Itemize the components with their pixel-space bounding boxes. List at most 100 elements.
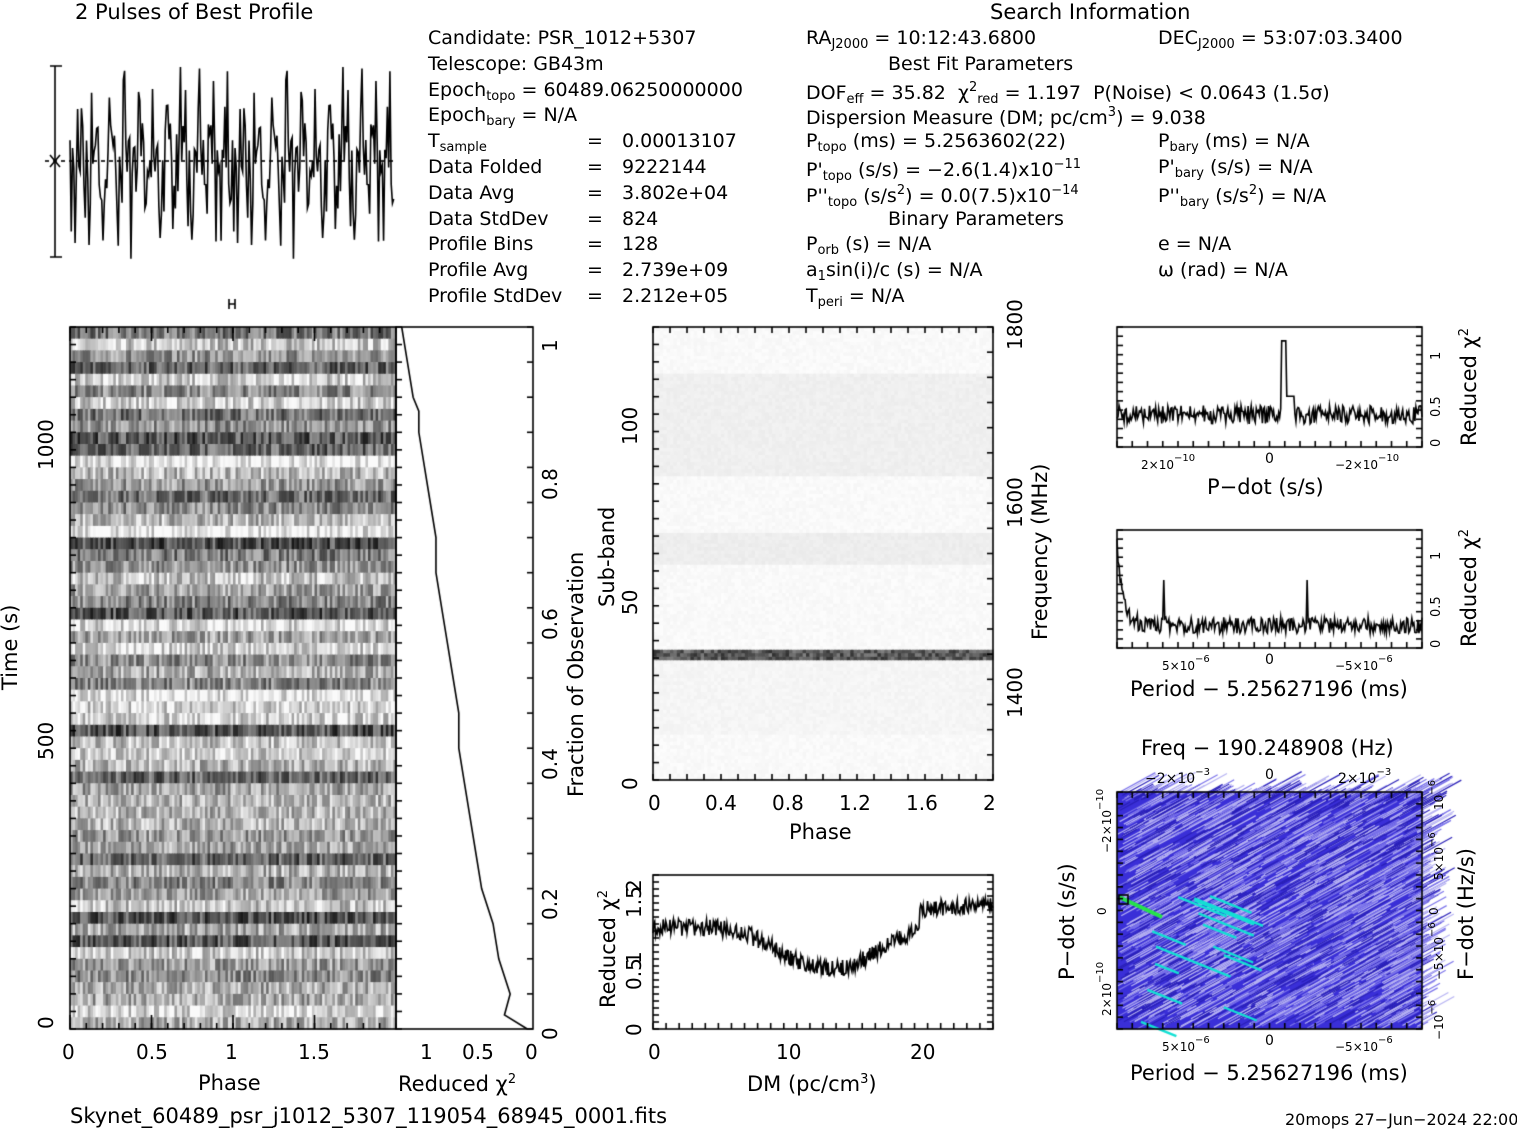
dof-line: DOFeff = 35.82 χ2red = 1.197 P(Noise) < … [806,80,1330,107]
period-axis-label: Period − 5.25627196 (ms) [1130,677,1408,701]
pdot-axis-label: P−dot (s/s) [1207,475,1324,499]
tick-label: 20 [910,1040,936,1064]
phase-mid-label: Phase [789,820,852,844]
profile-avg-value: 2.739e+09 [622,259,729,281]
profile-title: 2 Pulses of Best Profile [75,0,314,24]
tick-label: 1 [538,339,562,352]
epoch-bary-line: Epochbary = N/A [428,104,578,129]
ptopo-line: Ptopo (ms) = 5.2563602(22) [806,130,1066,155]
data-std-eq: = [587,208,603,230]
tick-label: −10−6 [1427,999,1446,1040]
tick-label: 0.4 [538,748,562,780]
reduced-chi-label: Reduced χ2 [398,1072,517,1096]
ra-line: RAJ2000 = 10:12:43.6800 [806,27,1037,52]
tick-label: 5×10−6 [1162,1035,1210,1054]
tick-label: 0.4 [705,791,737,815]
pdot-left-label: P−dot (s/s) [1055,863,1079,980]
tick-label: 0.8 [772,791,804,815]
tick-label: 0.5 [1429,596,1444,617]
pddot-bary-line: P''bary (s/s2) = N/A [1158,183,1327,210]
tick-label: 50 [618,589,642,615]
epoch-topo-line: Epochtopo = 60489.06250000000 [428,79,743,104]
a1-line: a1sin(i)/c (s) = N/A [806,259,983,284]
pbary-line: Pbary (ms) = N/A [1158,130,1310,155]
tick-label: 1600 [1003,477,1027,528]
tperi-line: Tperi = N/A [806,285,905,310]
telescope-line: Telescope: GB43m [428,53,604,75]
data-avg-label: Data Avg [428,182,515,204]
period-chi-label: Reduced χ2 [1457,528,1481,647]
tick-label: 1800 [1003,299,1027,350]
tick-label: −2×10−10 [1095,788,1114,853]
tick-label: 0 [1429,438,1444,447]
fraction-observation-label: Fraction of Observation [564,551,588,797]
footer-stamp: 20mops 27−Jun−2024 22:00 [1285,1110,1517,1129]
profile-std-label: Profile StdDev [428,285,563,307]
profile-avg-eq: = [587,259,603,281]
data-std-value: 824 [622,208,659,230]
tick-label: 1000 [34,419,58,470]
tick-label: 0 [622,1023,646,1036]
tick-label: 0 [538,1027,562,1040]
binary-title: Binary Parameters [888,208,1064,230]
tsample-eq: = [587,130,603,152]
profile-bins-eq: = [587,233,603,255]
tick-label: 100 [618,406,642,445]
tick-label: 1400 [1003,667,1027,718]
best-fit-title: Best Fit Parameters [888,53,1074,75]
profile-std-eq: = [587,285,603,307]
candidate-line: Candidate: PSR_1012+5307 [428,27,697,49]
tick-label: 10−6 [1427,779,1446,810]
frequency-label: Frequency (MHz) [1028,463,1052,640]
tick-label: 1.5 [298,1040,330,1064]
data-folded-eq: = [587,156,603,178]
omega-line: ω (rad) = N/A [1158,259,1288,281]
data-avg-value: 3.802e+04 [622,182,729,204]
tick-label: 0.6 [538,608,562,640]
tick-label: 0.2 [538,888,562,920]
tick-label: 1 [622,951,646,964]
tick-label: 0 [34,1016,58,1029]
tick-label: 0.5 [136,1040,168,1064]
tick-label: 2×10−10 [1095,961,1114,1016]
data-folded-label: Data Folded [428,156,543,178]
tsample-label: Tsample [428,130,487,155]
tick-label: 2 [622,879,646,892]
tick-label: 2×10−10 [1141,453,1196,472]
data-folded-value: 9222144 [622,156,707,178]
time-axis-label: Time (s) [0,604,22,690]
tick-label: 0.5 [1429,396,1444,417]
tick-label: 1.6 [906,791,938,815]
tick-label: −5×10−6 [1335,1035,1393,1054]
profile-bins-label: Profile Bins [428,233,534,255]
dm-axis-label: DM (pc/cm3) [747,1072,877,1096]
pdot-chi-label: Reduced χ2 [1457,327,1481,446]
ecc-line: e = N/A [1158,233,1232,255]
tick-label: 0.8 [538,468,562,500]
tick-label: 0 [1095,907,1109,915]
tick-label: 1 [1429,351,1444,360]
tick-label: 1.2 [839,791,871,815]
tick-label: 5×10−6 [1427,832,1446,880]
porb-line: Porb (s) = N/A [806,233,932,258]
tick-label: 2×10−3 [1338,767,1392,787]
period-axis-label-2: Period − 5.25627196 (ms) [1130,1061,1408,1085]
tick-label: −2×10−10 [1335,453,1400,472]
tick-label: 0 [648,791,661,815]
dec-line: DECJ2000 = 53:07:03.3400 [1158,27,1403,52]
profile-std-value: 2.212e+05 [622,285,729,307]
dm-chi-label: Reduced χ2 [596,889,620,1008]
tick-label: −5×10−6 [1335,654,1393,673]
fdot-right-label: F−dot (Hz/s) [1454,848,1478,980]
tick-label: 2 [983,791,996,815]
tsample-value: 0.00013107 [622,130,737,152]
profile-avg-label: Profile Avg [428,259,529,281]
tick-label: 0 [1265,767,1274,783]
subband-label: Sub-band [595,506,619,607]
tick-label: 0 [1265,1033,1274,1049]
tick-label: 0 [1265,652,1274,668]
tick-label: 0 [1427,907,1441,915]
data-avg-eq: = [587,182,603,204]
filename: Skynet_60489_psr_j1012_5307_119054_68945… [70,1104,668,1128]
